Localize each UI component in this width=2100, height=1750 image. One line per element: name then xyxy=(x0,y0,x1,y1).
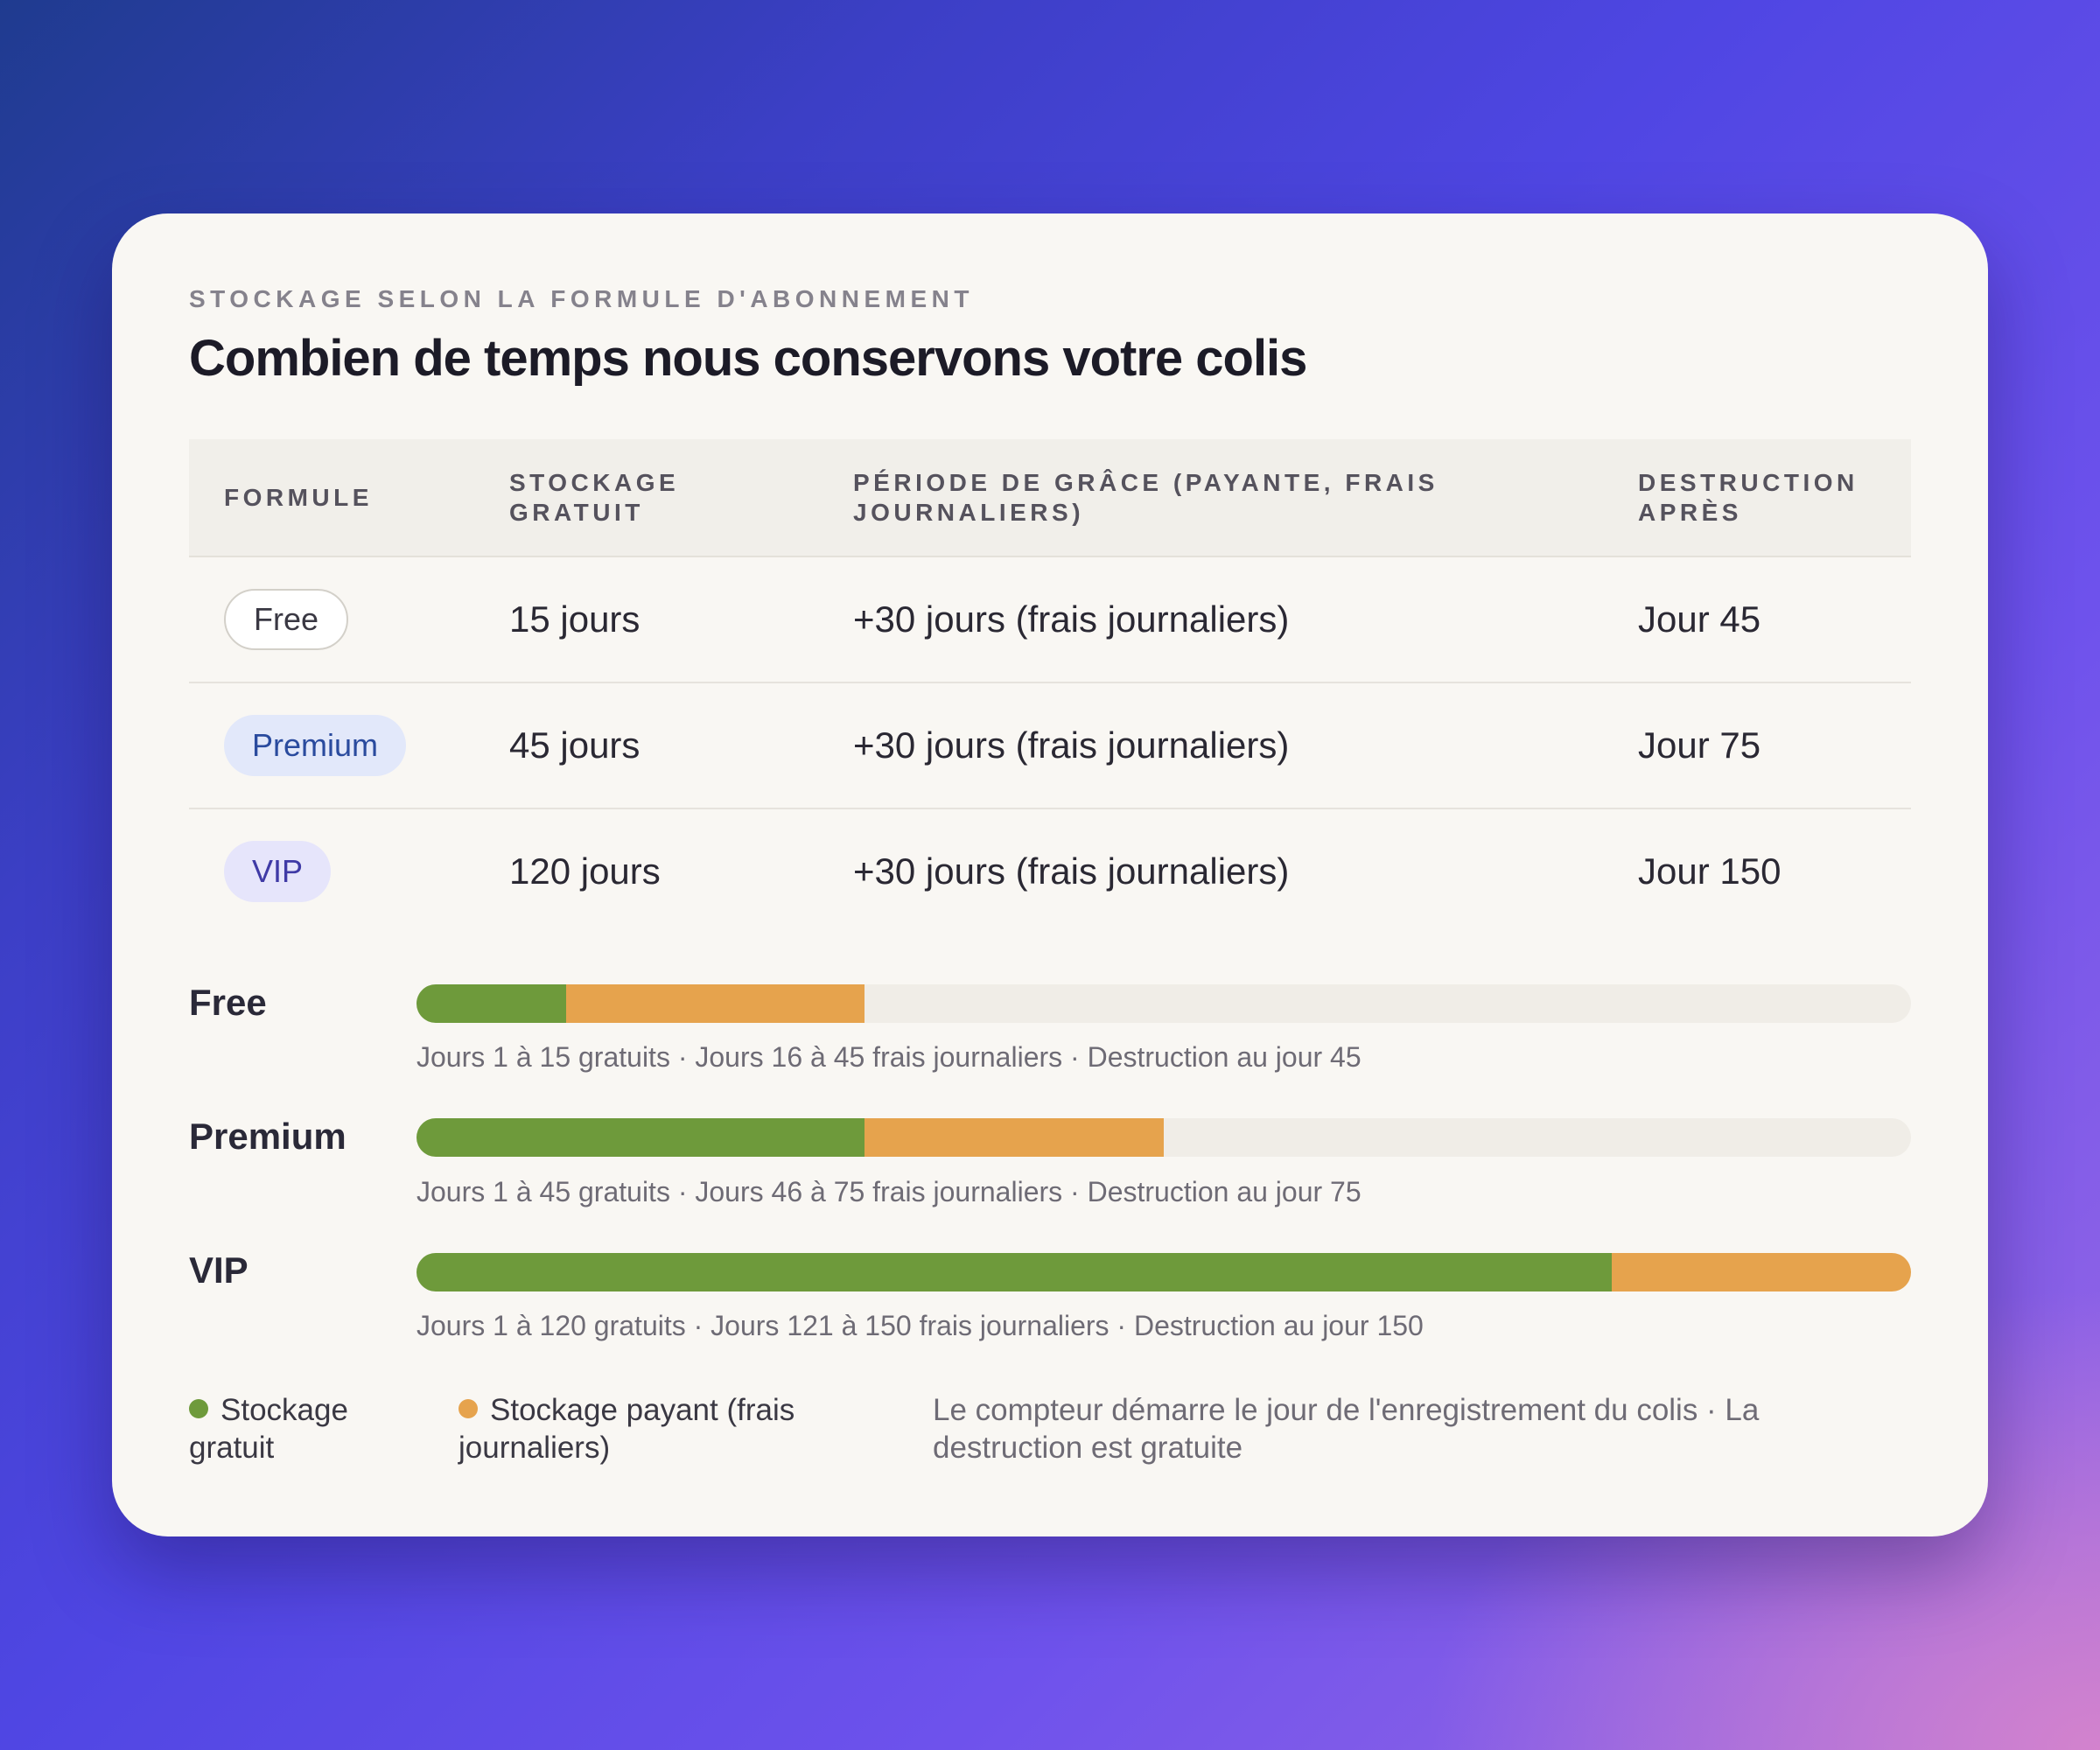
storage-table: FORMULE STOCKAGE GRATUIT PÉRIODE DE GRÂC… xyxy=(189,439,1911,934)
header-formule: FORMULE xyxy=(224,439,486,556)
timeline-caption-vip: Jours 1 à 120 gratuits · Jours 121 à 150… xyxy=(416,1310,1424,1341)
page-title: Combien de temps nous conservons votre c… xyxy=(189,330,1307,387)
orange-dot-icon xyxy=(458,1399,478,1418)
grace-cell: +30 jours (frais journaliers) xyxy=(853,598,1290,640)
destruction-cell: Jour 75 xyxy=(1638,724,1761,766)
grace-cell: +30 jours (frais journaliers) xyxy=(853,724,1290,766)
destruction-cell: Jour 150 xyxy=(1638,850,1782,892)
legend-paid-label: Stockage payant (frais journaliers) xyxy=(458,1393,795,1465)
header-grace-period: PÉRIODE DE GRÂCE (PAYANTE, FRAIS JOURNAL… xyxy=(853,439,1518,556)
plan-badge-premium: Premium xyxy=(224,715,407,776)
header-destruction-text: DESTRUCTION APRÈS xyxy=(1638,468,1858,526)
table-row: VIP 120 jours +30 jours (frais journalie… xyxy=(189,809,1911,934)
grace-cell: +30 jours (frais journaliers) xyxy=(853,850,1290,892)
legend-free-label: Stockage gratuit xyxy=(189,1393,348,1465)
timeline-label-free: Free xyxy=(189,982,267,1023)
legend-free: Stockage gratuit xyxy=(189,1391,390,1466)
header-destruction: DESTRUCTION APRÈS xyxy=(1638,439,1900,556)
legend-note: Le compteur démarre le jour de l'enregis… xyxy=(933,1393,1760,1465)
timeline-track-free xyxy=(416,984,1911,1023)
free-segment xyxy=(416,1253,1613,1292)
plan-badge-free: Free xyxy=(224,589,349,650)
paid-segment xyxy=(565,984,865,1023)
free-storage-cell: 45 jours xyxy=(509,724,640,766)
paid-segment xyxy=(864,1118,1164,1157)
timeline-caption-free: Jours 1 à 15 gratuits · Jours 16 à 45 fr… xyxy=(416,1041,1362,1073)
header-free-storage-text: STOCKAGE GRATUIT xyxy=(509,468,680,526)
table-row: Free 15 jours +30 jours (frais journalie… xyxy=(189,557,1911,683)
paid-segment xyxy=(1612,1253,1911,1292)
timeline-caption-premium: Jours 1 à 45 gratuits · Jours 46 à 75 fr… xyxy=(416,1176,1362,1208)
legend-paid: Stockage payant (frais journaliers) xyxy=(458,1391,835,1466)
plan-cell: Free xyxy=(224,557,486,682)
header-grace-period-text: PÉRIODE DE GRÂCE (PAYANTE, FRAIS JOURNAL… xyxy=(853,468,1438,526)
header-free-storage: STOCKAGE GRATUIT xyxy=(509,439,824,556)
timeline-track-vip xyxy=(416,1253,1911,1292)
plan-badge-vip: VIP xyxy=(224,841,332,902)
storage-card: STOCKAGE SELON LA FORMULE D'ABONNEMENT C… xyxy=(112,214,1988,1536)
timeline-track-premium xyxy=(416,1118,1911,1157)
eyebrow-label: STOCKAGE SELON LA FORMULE D'ABONNEMENT xyxy=(189,285,974,312)
free-storage-cell: 120 jours xyxy=(509,850,661,892)
plan-cell: Premium xyxy=(224,683,486,808)
green-dot-icon xyxy=(189,1399,208,1418)
table-row: Premium 45 jours +30 jours (frais journa… xyxy=(189,683,1911,809)
timeline-label-premium: Premium xyxy=(189,1116,346,1157)
table-header: FORMULE STOCKAGE GRATUIT PÉRIODE DE GRÂC… xyxy=(189,439,1911,557)
plan-cell: VIP xyxy=(224,809,486,934)
free-segment xyxy=(416,1118,865,1157)
destruction-cell: Jour 45 xyxy=(1638,598,1761,640)
free-storage-cell: 15 jours xyxy=(509,598,640,640)
timeline-label-vip: VIP xyxy=(189,1250,248,1291)
free-segment xyxy=(416,984,566,1023)
header-formule-text: FORMULE xyxy=(224,483,373,511)
